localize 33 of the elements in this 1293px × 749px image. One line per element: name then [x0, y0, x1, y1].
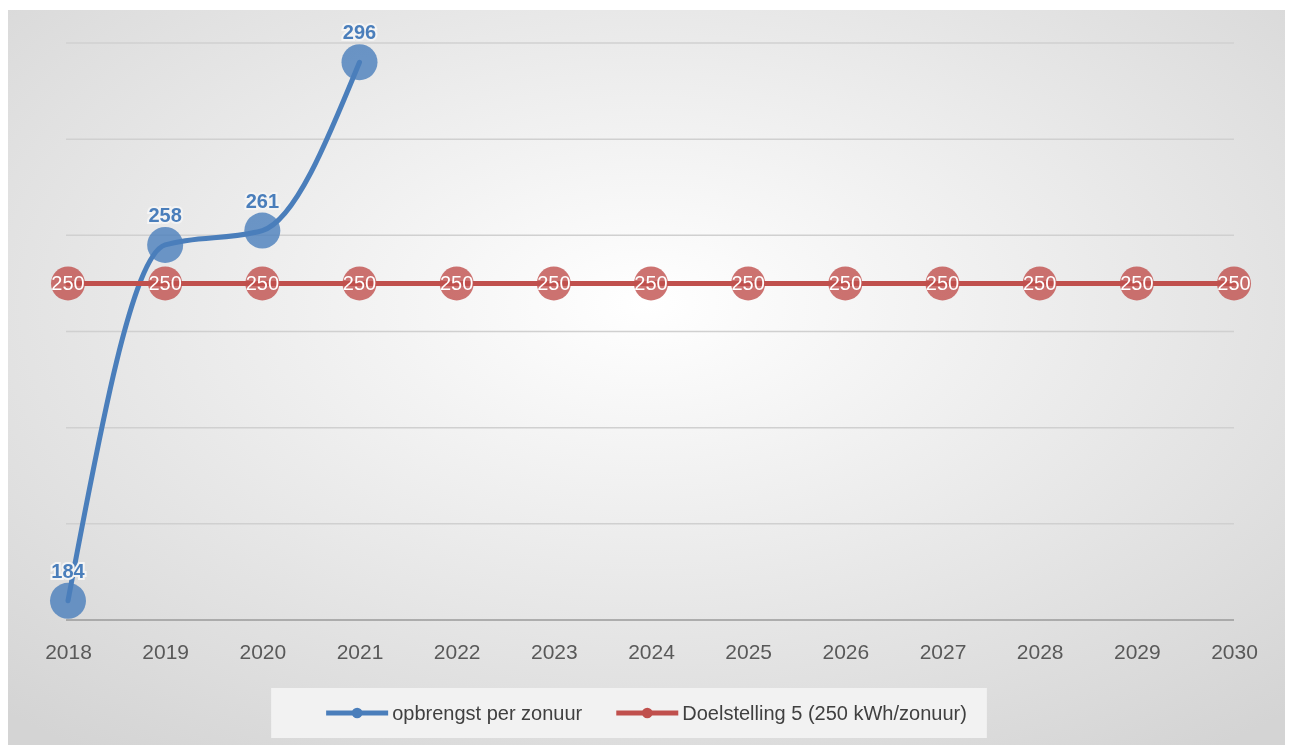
x-tick-label: 2030 [1211, 639, 1258, 663]
x-tick-label: 2026 [822, 639, 870, 663]
x-tick-label: 2023 [530, 639, 578, 663]
x-tick-label: 2027 [919, 639, 967, 663]
x-tick-label: 2024 [628, 639, 676, 663]
data-label: 250 [731, 272, 765, 295]
data-label: 250 [1022, 272, 1057, 295]
x-tick-label: 2025 [725, 639, 773, 663]
data-label: 250 [439, 272, 474, 295]
legend-label: opbrengst per zonuur [392, 702, 583, 724]
data-label: 250 [1120, 272, 1154, 295]
data-label: 258 [148, 203, 182, 226]
x-tick-label: 2019 [142, 639, 190, 663]
data-label: 250 [634, 272, 668, 295]
x-tick-label: 2020 [239, 639, 287, 663]
point [50, 582, 86, 619]
data-label: 250 [51, 272, 85, 295]
x-tick-label: 2021 [336, 639, 384, 663]
x-tick-label: 2022 [433, 639, 481, 663]
x-tick-label: 2029 [1113, 639, 1161, 663]
data-label: 296 [342, 21, 377, 44]
point [341, 44, 378, 81]
data-label: 250 [828, 272, 863, 295]
legend-label: Doelstelling 5 (250 kWh/zonuur) [682, 702, 967, 724]
data-label: 250 [925, 272, 960, 295]
data-label: 250 [342, 272, 377, 295]
data-label: 250 [245, 272, 280, 295]
data-label: 250 [537, 272, 571, 295]
x-tick-label: 2018 [45, 639, 92, 663]
data-label: 250 [1217, 272, 1251, 295]
data-label: 250 [148, 272, 182, 295]
x-tick-label: 2028 [1016, 639, 1064, 663]
data-label: 261 [245, 189, 280, 212]
